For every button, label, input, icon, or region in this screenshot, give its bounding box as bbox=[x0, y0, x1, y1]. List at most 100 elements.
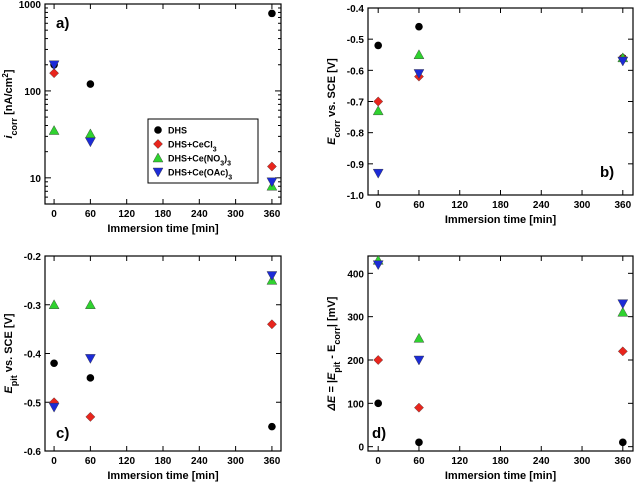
x-tick-label: 240 bbox=[533, 456, 550, 467]
y-tick-label: -0.5 bbox=[24, 398, 42, 409]
series-dhs-ce-oac-3 bbox=[48, 60, 278, 188]
x-tick-label: 300 bbox=[574, 200, 591, 211]
x-tick-label: 180 bbox=[155, 209, 172, 220]
legend-marker bbox=[152, 167, 164, 178]
x-tick-label: 0 bbox=[375, 200, 381, 211]
legend-label: DHS+CeCl3 bbox=[168, 140, 217, 154]
chart-panel-c: 0 60 120 180 240 300 360 -0.6 -0.5 -0.4 -0.3 -0.2 Im… bbox=[3, 252, 282, 482]
y-tick-label: -0.6 bbox=[24, 447, 42, 458]
data-point bbox=[85, 137, 96, 148]
y-tick-label: -0.6 bbox=[347, 66, 365, 77]
y-tick-label: 1000 bbox=[19, 0, 42, 11]
data-point bbox=[413, 49, 425, 59]
data-point bbox=[85, 411, 96, 422]
x-tick-label: 300 bbox=[574, 456, 591, 467]
y-tick-label: 100 bbox=[24, 87, 41, 98]
panel-label: c) bbox=[56, 425, 69, 442]
legend-marker bbox=[153, 139, 163, 149]
series-dhs-cecl3 bbox=[49, 68, 277, 172]
data-point bbox=[374, 41, 382, 50]
x-tick-label: 300 bbox=[227, 209, 244, 220]
y-tick-label: -0.9 bbox=[347, 160, 365, 171]
y-tick-label: -1.0 bbox=[347, 191, 365, 202]
y-tick-label: -0.3 bbox=[24, 301, 42, 312]
x-tick-label: 0 bbox=[51, 456, 57, 467]
x-tick-label: 120 bbox=[451, 200, 468, 211]
data-point bbox=[372, 105, 384, 116]
y-tick-label: -0.7 bbox=[347, 98, 365, 109]
panel-label: d) bbox=[372, 425, 386, 442]
series-dhs-cecl3 bbox=[49, 319, 277, 422]
data-point bbox=[86, 374, 95, 382]
data-point bbox=[374, 399, 382, 408]
data-point bbox=[49, 68, 59, 79]
x-tick-label: 240 bbox=[191, 456, 208, 467]
y-tick-label: -0.2 bbox=[24, 252, 42, 263]
data-point bbox=[268, 9, 276, 18]
series-dhs-cecl3 bbox=[373, 52, 628, 107]
series-dhs-ce-no3-3 bbox=[372, 254, 629, 343]
data-point bbox=[86, 80, 95, 88]
x-axis-label: Immersion time [min] bbox=[107, 470, 219, 482]
series-dhs bbox=[50, 359, 276, 431]
data-point bbox=[617, 346, 628, 357]
y-tick-label: 400 bbox=[347, 269, 364, 280]
data-point bbox=[413, 69, 425, 79]
data-point bbox=[267, 319, 277, 330]
x-tick-label: 120 bbox=[451, 456, 468, 467]
series-dhs bbox=[374, 22, 627, 62]
data-point bbox=[266, 271, 278, 281]
y-axis-label: icorr [nA/cm2] bbox=[1, 69, 20, 138]
data-point bbox=[415, 22, 423, 31]
chart-panel-a: 0 60 120 180 240 300 360 10 100 1000 Immersion tim… bbox=[1, 0, 282, 235]
y-tick-label: 10 bbox=[30, 174, 42, 185]
data-point bbox=[50, 359, 58, 368]
data-point bbox=[372, 168, 384, 179]
x-tick-label: 0 bbox=[375, 456, 381, 467]
x-tick-label: 360 bbox=[264, 456, 281, 467]
y-tick-label: 0 bbox=[358, 443, 364, 454]
data-point bbox=[268, 422, 276, 431]
x-tick-label: 60 bbox=[85, 209, 97, 220]
data-point bbox=[617, 56, 629, 67]
series-dhs-ce-oac-3 bbox=[48, 271, 278, 413]
data-point bbox=[85, 128, 96, 139]
data-point bbox=[48, 402, 60, 413]
series-dhs-cecl3 bbox=[373, 346, 628, 413]
x-tick-label: 120 bbox=[118, 456, 135, 467]
panel-label: a) bbox=[56, 15, 69, 32]
y-tick-label: -0.5 bbox=[347, 35, 365, 46]
x-tick-label: 360 bbox=[614, 456, 631, 467]
x-tick-label: 180 bbox=[492, 200, 509, 211]
legend-marker bbox=[152, 152, 164, 163]
y-tick-label: 100 bbox=[347, 399, 364, 410]
chart-panel-b: 0 60 120 180 240 300 360 -1.0 -0.9 -0.8 -0.7 -0.6 -0… bbox=[326, 4, 634, 226]
plot-frame bbox=[367, 255, 634, 452]
y-axis-label: Ecorr vs. SCE [V] bbox=[326, 58, 342, 145]
series-dhs bbox=[374, 399, 627, 447]
data-point bbox=[617, 299, 629, 310]
series-dhs-ce-no3-3 bbox=[48, 274, 278, 309]
data-point bbox=[373, 355, 384, 365]
x-tick-label: 180 bbox=[155, 456, 172, 467]
y-tick-label: -0.4 bbox=[24, 350, 42, 361]
legend-label: DHS+Ce(OAc)3 bbox=[168, 168, 232, 182]
plot-frame bbox=[367, 7, 634, 196]
panel-label: b) bbox=[600, 164, 614, 181]
y-tick-label: 300 bbox=[347, 313, 364, 324]
x-tick-label: 0 bbox=[51, 209, 57, 220]
y-tick-label: -0.4 bbox=[347, 4, 365, 15]
plot-frame bbox=[44, 255, 282, 452]
y-tick-label: -0.8 bbox=[347, 129, 365, 140]
data-point bbox=[415, 438, 423, 447]
data-point bbox=[619, 438, 627, 447]
y-tick-label: 200 bbox=[347, 356, 364, 367]
x-axis-label: Immersion time [min] bbox=[445, 214, 557, 226]
data-point bbox=[48, 125, 60, 135]
x-tick-label: 300 bbox=[227, 456, 244, 467]
data-point bbox=[48, 299, 60, 309]
x-axis-label: Immersion time [min] bbox=[107, 223, 219, 235]
data-point bbox=[48, 60, 60, 71]
